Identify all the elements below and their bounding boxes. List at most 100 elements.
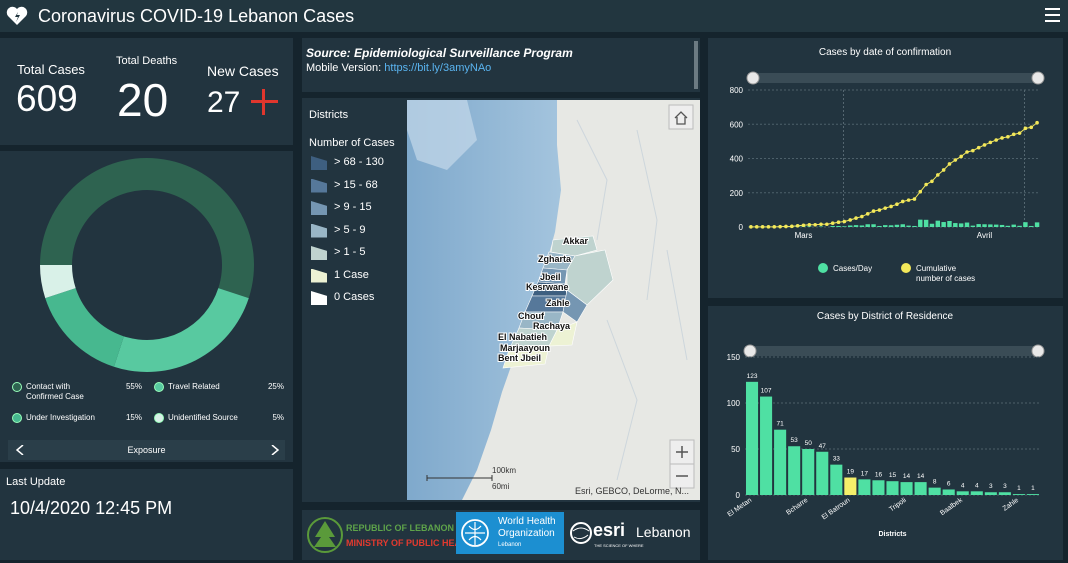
line-point: [906, 198, 911, 202]
bar: [970, 225, 976, 227]
esri-globe: [570, 522, 592, 544]
legend-swatch: [311, 246, 327, 260]
stat-label: Total Deaths: [116, 55, 178, 67]
line-point: [883, 206, 888, 210]
legend-label: > 9 - 15: [334, 201, 372, 213]
bar: [900, 224, 905, 227]
line-point: [790, 224, 794, 229]
map-label: El Nabatieh: [498, 332, 547, 342]
line-point: [836, 220, 841, 225]
y-tick-label: 600: [730, 120, 744, 129]
y-tick-label: 50: [731, 445, 740, 454]
legend-label: 1 Case: [334, 268, 369, 281]
y-tick-label: 150: [727, 353, 741, 362]
bar: [1012, 494, 1025, 495]
map-title: Districts: [309, 109, 349, 121]
line-point: [877, 208, 882, 212]
line-point: [760, 225, 765, 229]
bar: [982, 224, 987, 227]
y-tick-label: 400: [730, 155, 744, 164]
moph-line1: REPUBLIC OF LEBANON: [346, 523, 454, 533]
line-point: [1023, 126, 1028, 131]
line-point: [819, 222, 823, 227]
line-point: [860, 214, 864, 219]
line-point: [889, 204, 893, 209]
range-slider: [745, 346, 1040, 356]
bar: [928, 487, 941, 495]
y-tick-label: 800: [730, 86, 744, 95]
chart-title: Cases by date of confirmation: [819, 47, 951, 58]
y-tick-label: 100: [727, 399, 741, 408]
x-tick-label: Mars: [795, 231, 813, 240]
value-label: 3: [989, 483, 993, 490]
value-label: 16: [875, 471, 883, 478]
line-point: [947, 162, 952, 166]
line-point: [1035, 120, 1039, 125]
stats-panel: [0, 38, 293, 145]
legend-swatch: [311, 178, 327, 193]
map-label: Zgharta: [538, 254, 572, 264]
line-point: [784, 224, 788, 229]
line-point: [865, 212, 870, 216]
legend-dot: [12, 382, 22, 392]
update-panel: [0, 469, 293, 560]
menu-button[interactable]: [1045, 8, 1061, 22]
line-point: [941, 168, 946, 172]
line-point: [842, 219, 847, 224]
bar: [871, 224, 876, 227]
value-label: 50: [805, 440, 813, 447]
line-point: [795, 224, 800, 228]
map-label: Akkar: [563, 236, 589, 246]
legend-swatch: [311, 291, 327, 305]
stat-label: New Cases: [207, 63, 279, 79]
bar: [1026, 494, 1040, 495]
bar: [935, 220, 941, 227]
logo-icon: [6, 6, 28, 25]
legend-dot: [818, 263, 828, 273]
mobile-link[interactable]: https://bit.ly/3amyNAo: [384, 62, 492, 74]
bar: [853, 225, 859, 227]
mobile-label: Mobile Version:: [306, 62, 382, 74]
line-point: [971, 148, 975, 153]
bar: [877, 225, 882, 227]
stat-value: 20: [117, 74, 169, 126]
legend-value: 25%: [267, 382, 284, 391]
value-label: 19: [847, 469, 855, 476]
bar: [865, 224, 870, 227]
bar: [807, 226, 812, 227]
home-button[interactable]: [668, 104, 694, 130]
line-point: [1006, 134, 1010, 139]
bar: [1034, 222, 1040, 227]
mobile-row: Mobile Version: https://bit.ly/3amyNAo: [306, 62, 491, 74]
bar: [1029, 225, 1034, 227]
bar: [894, 224, 900, 227]
next-button[interactable]: [271, 445, 279, 455]
stat-value: 609: [16, 78, 78, 119]
x-tick-label: Bcharre: [785, 497, 809, 517]
header-title: Coronavirus COVID-19 Lebanon Cases: [38, 6, 355, 26]
bar: [858, 479, 871, 495]
bar: [774, 429, 787, 495]
value-label: 33: [833, 456, 841, 463]
bar: [859, 225, 865, 227]
bar: [844, 477, 857, 495]
line-point: [807, 222, 812, 227]
line-point: [900, 199, 905, 204]
bar: [888, 225, 894, 227]
bar: [942, 489, 955, 495]
donut-segment: [40, 157, 254, 299]
who-line1: World Health: [498, 516, 556, 527]
bar: [900, 482, 913, 495]
value-label: 15: [889, 472, 897, 479]
prev-button[interactable]: [16, 445, 24, 455]
bar: [1017, 225, 1022, 227]
source-panel: Source: Epidemiological Surveillance Pro…: [302, 38, 700, 92]
legend-dot: [12, 413, 22, 423]
bar: [886, 481, 899, 495]
bar: [1023, 222, 1028, 227]
map[interactable]: 100km 60mi Esri, GEBCO, DeLorme, N... Ak…: [407, 100, 700, 500]
line-point: [976, 145, 981, 150]
bar: [1005, 225, 1011, 227]
bar: [883, 225, 888, 227]
line-point: [1000, 136, 1004, 140]
